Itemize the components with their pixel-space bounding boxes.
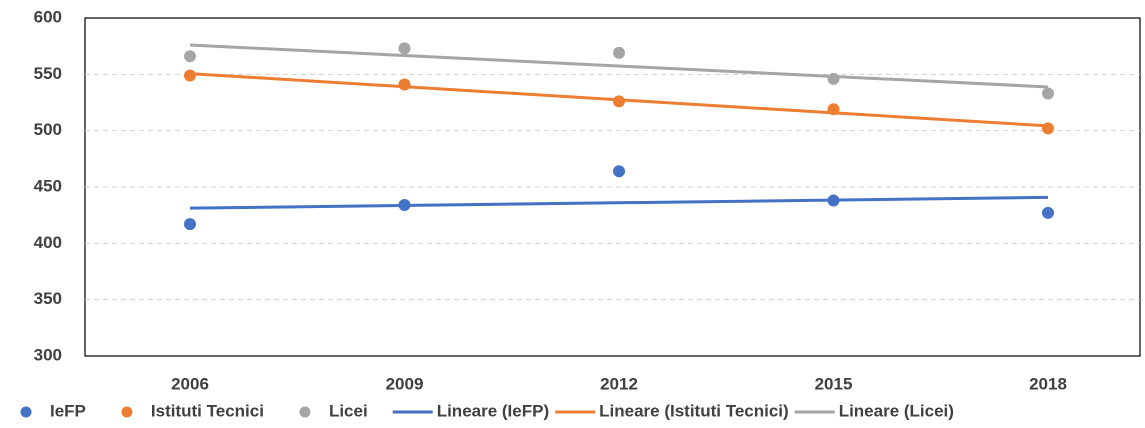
- y-tick-label: 500: [34, 120, 62, 139]
- plot-frame: [84, 17, 1141, 357]
- legend-label: Lineare (IeFP): [437, 401, 549, 420]
- point: [398, 199, 411, 212]
- point: [1042, 87, 1054, 100]
- legend-marker: [121, 406, 133, 418]
- point: [184, 218, 196, 231]
- point: [1042, 206, 1054, 219]
- point: [827, 103, 840, 116]
- legend-marker: [299, 406, 311, 418]
- x-tick-label: 2012: [600, 374, 638, 393]
- x-tick-label: 2018: [1029, 374, 1067, 393]
- legend-label: Lineare (Istituti Tecnici): [599, 401, 789, 420]
- legend-marker: [20, 406, 32, 418]
- point: [613, 95, 625, 108]
- y-tick-label: 300: [34, 345, 62, 364]
- x-tick-label: 2009: [386, 374, 424, 393]
- point: [1042, 122, 1054, 135]
- legend-label: IeFP: [50, 401, 86, 420]
- point: [398, 42, 411, 55]
- trendline: [189, 43, 1049, 89]
- y-tick-label: 600: [34, 7, 62, 26]
- y-tick-label: 450: [34, 176, 62, 195]
- legend-label: Lineare (Licei): [839, 401, 954, 420]
- legend-label: Istituti Tecnici: [151, 401, 264, 420]
- point: [613, 165, 625, 178]
- y-tick-label: 350: [34, 289, 62, 308]
- y-tick-label: 400: [34, 233, 62, 252]
- x-tick-label: 2006: [171, 374, 209, 393]
- point: [398, 78, 411, 91]
- point: [184, 69, 196, 82]
- point: [184, 50, 196, 63]
- y-tick-label: 550: [34, 64, 62, 83]
- point: [827, 194, 840, 207]
- trendline: [189, 195, 1049, 210]
- point: [827, 72, 840, 85]
- x-tick-label: 2015: [815, 374, 853, 393]
- legend-label: Licei: [329, 401, 368, 420]
- point: [613, 46, 625, 59]
